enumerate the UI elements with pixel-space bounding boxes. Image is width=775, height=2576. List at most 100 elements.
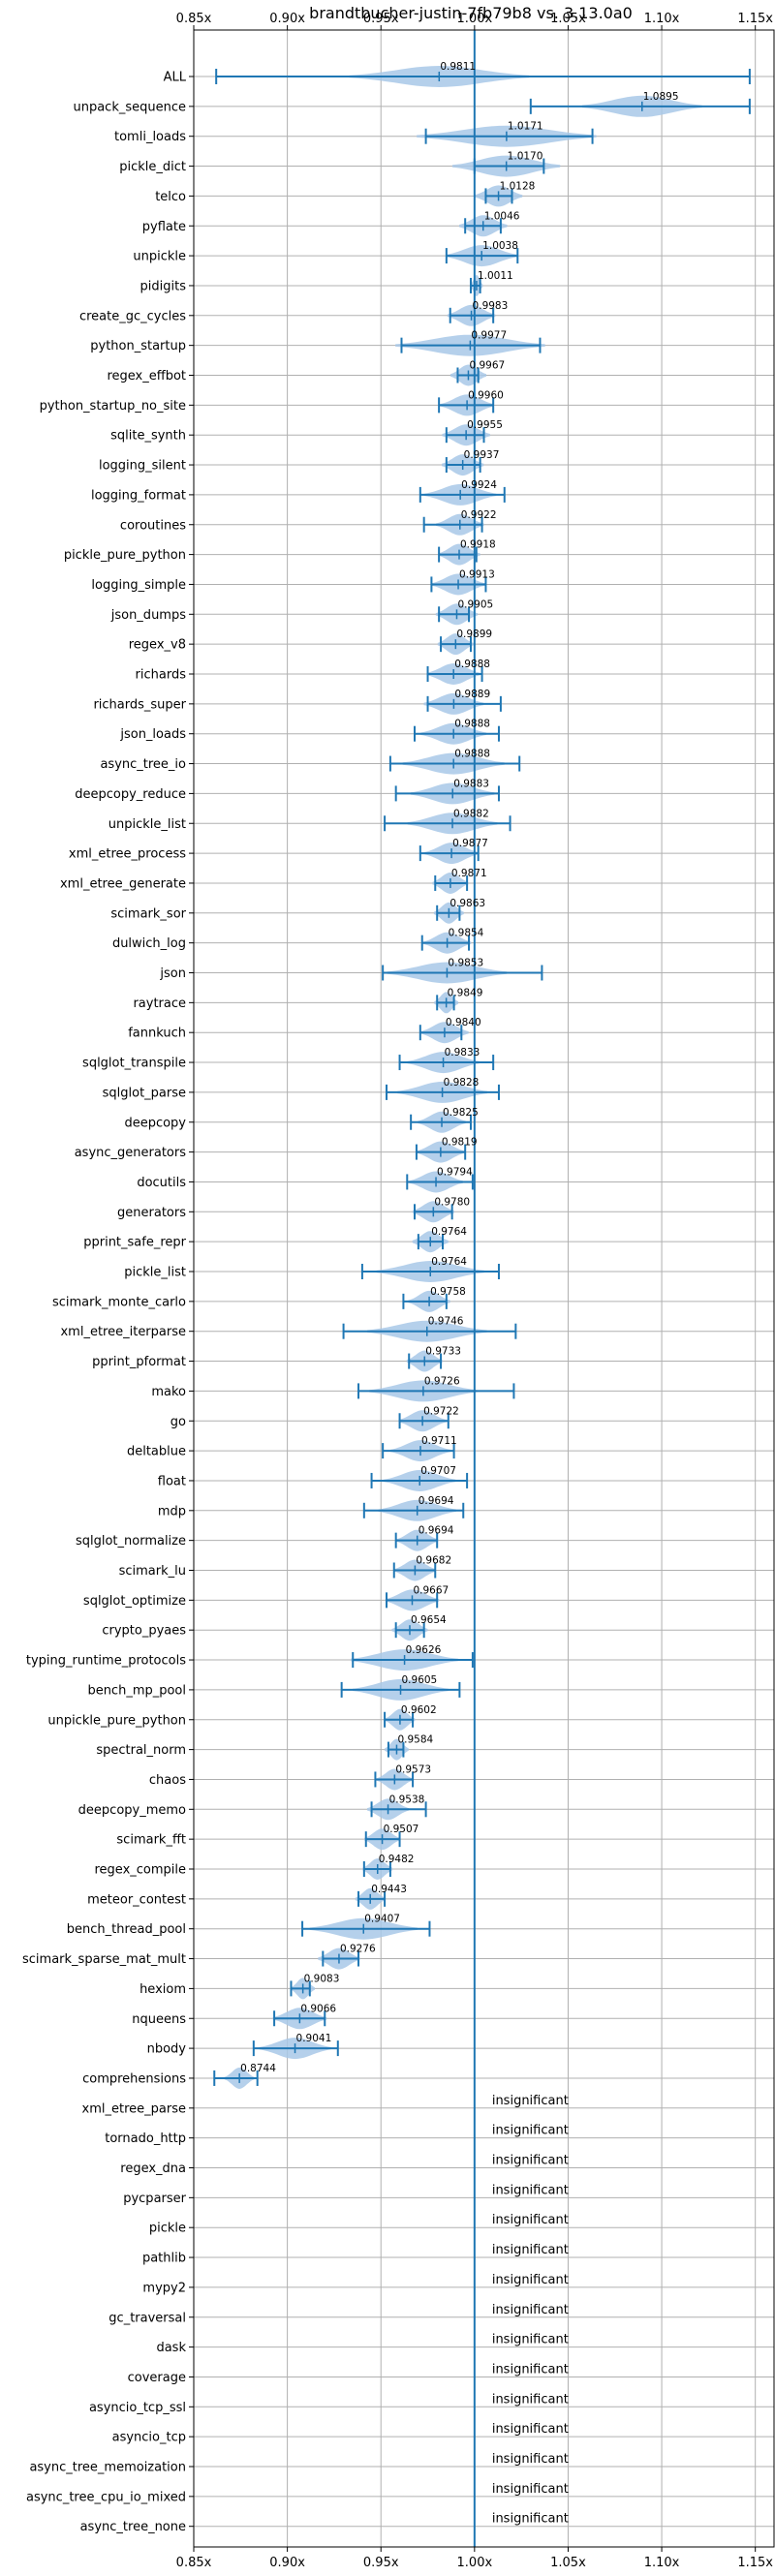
benchmark-label: richards: [136, 668, 187, 683]
x-tick-label-bottom: 1.15x: [737, 2556, 773, 2570]
value-label: 0.9682: [416, 1555, 451, 1567]
value-label: 0.9853: [448, 958, 483, 969]
value-label: 0.9828: [444, 1077, 480, 1089]
value-label: 0.9407: [364, 1914, 400, 1925]
value-label: 0.9746: [428, 1316, 464, 1328]
value-label: 0.9918: [460, 539, 496, 551]
x-tick-label-top: 0.95x: [363, 12, 399, 26]
benchmark-label: deepcopy: [124, 1116, 186, 1130]
benchmark-label: docutils: [137, 1176, 186, 1190]
benchmark-label: xml_etree_parse: [82, 2101, 186, 2116]
value-label: 0.9888: [454, 749, 490, 760]
benchmark-label: sqlglot_parse: [103, 1086, 186, 1100]
x-tick-label-top: 1.05x: [550, 12, 586, 26]
benchmark-label: unpickle_list: [108, 817, 186, 832]
value-label: 0.8744: [240, 2063, 276, 2074]
benchmark-label: scimark_lu: [119, 1564, 186, 1579]
benchmark-label: regex_compile: [94, 1863, 186, 1878]
insignificant-label: insignificant: [492, 2213, 569, 2227]
benchmark-label: pickle_dict: [119, 160, 186, 174]
value-label: 0.9654: [411, 1614, 447, 1626]
insignificant-label: insignificant: [492, 2124, 569, 2138]
value-label: 0.9722: [423, 1405, 459, 1417]
benchmark-label: go: [170, 1415, 186, 1429]
value-label: 0.9889: [454, 689, 490, 700]
benchmark-label: pickle_pure_python: [64, 548, 186, 563]
benchmark-label: bench_thread_pool: [67, 1922, 186, 1937]
value-label: 0.9041: [296, 2033, 332, 2044]
benchmark-label: create_gc_cycles: [79, 309, 186, 323]
value-label: 0.9882: [453, 808, 489, 819]
benchmark-label: hexiom: [140, 1982, 186, 1997]
benchmark-label: python_startup: [90, 339, 186, 353]
value-label: 0.9833: [445, 1047, 480, 1058]
benchmark-label: mypy2: [142, 2281, 186, 2295]
insignificant-label: insignificant: [492, 2243, 569, 2257]
benchmark-label: sqlglot_optimize: [83, 1594, 186, 1609]
value-label: 0.9840: [446, 1017, 481, 1028]
benchmark-label: float: [158, 1474, 186, 1488]
value-label: 0.9863: [450, 898, 485, 909]
benchmark-label: pycparser: [123, 2192, 186, 2206]
benchmark-label: mdp: [158, 1504, 186, 1518]
x-tick-label-bottom: 0.85x: [176, 2556, 212, 2570]
value-label: 0.9960: [468, 389, 504, 401]
benchmark-label: async_tree_cpu_io_mixed: [26, 2490, 186, 2504]
benchmark-label: telco: [155, 190, 186, 204]
value-label: 0.9573: [395, 1763, 431, 1775]
value-label: 0.9764: [431, 1226, 467, 1238]
value-label: 1.0128: [500, 180, 536, 192]
value-label: 0.9694: [418, 1495, 454, 1507]
benchmark-label: nqueens: [132, 2012, 186, 2027]
value-label: 0.9811: [440, 61, 476, 73]
value-label: 0.9905: [457, 598, 493, 610]
insignificant-label: insignificant: [492, 2273, 569, 2287]
benchmark-label: meteor_contest: [87, 1892, 186, 1907]
value-label: 0.9977: [471, 330, 507, 342]
x-tick-label-top: 0.85x: [176, 12, 212, 26]
label-layer: ALL unpack_sequence tomli_loads pickle_dict…: [22, 61, 679, 2534]
value-label: 0.9913: [459, 568, 495, 580]
value-label: 0.9780: [434, 1196, 470, 1208]
insignificant-label: insignificant: [492, 2482, 569, 2497]
benchmark-label: regex_dna: [120, 2162, 186, 2176]
benchmark-label: scimark_sor: [110, 906, 186, 921]
value-label: 0.9758: [430, 1286, 466, 1298]
value-label: 0.9711: [421, 1435, 457, 1447]
benchmark-label: chaos: [149, 1773, 186, 1788]
insignificant-label: insignificant: [492, 2512, 569, 2527]
benchmark-label: dulwich_log: [112, 936, 186, 951]
errorbar-layer: [213, 69, 751, 2086]
value-label: 0.9764: [431, 1256, 467, 1268]
benchmark-label: pprint_safe_repr: [83, 1236, 186, 1250]
value-label: 0.9605: [402, 1674, 438, 1686]
benchmark-label: xml_etree_generate: [60, 876, 186, 891]
benchmark-label: async_generators: [75, 1146, 187, 1160]
value-label: 0.9825: [443, 1107, 479, 1119]
value-label: 0.9066: [300, 2003, 336, 2014]
value-label: 0.9871: [451, 868, 487, 879]
benchmark-label: dask: [156, 2341, 186, 2355]
benchmark-label: richards_super: [93, 697, 186, 712]
value-label: 1.0895: [643, 91, 679, 103]
benchmark-label: ALL: [164, 71, 187, 85]
x-tick-label-bottom: 0.90x: [269, 2556, 305, 2570]
benchmark-label: asyncio_tcp_ssl: [89, 2401, 186, 2415]
benchmark-label: crypto_pyaes: [102, 1624, 186, 1639]
benchmark-label: unpickle_pure_python: [47, 1713, 186, 1728]
benchmark-label: async_tree_io: [100, 757, 186, 772]
value-label: 0.9794: [437, 1166, 473, 1178]
value-label: 0.9877: [452, 838, 488, 849]
benchmark-label: pidigits: [140, 279, 187, 293]
benchmark-label: spectral_norm: [96, 1743, 186, 1758]
value-label: 1.0170: [508, 151, 543, 163]
value-label: 0.9819: [442, 1137, 478, 1149]
x-tick-label-top: 1.00x: [457, 12, 493, 26]
benchmark-label: pickle_list: [124, 1266, 186, 1280]
benchmark-label: raytrace: [133, 997, 186, 1011]
x-tick-label-bottom: 1.10x: [644, 2556, 680, 2570]
insignificant-label: insignificant: [492, 2333, 569, 2347]
value-label: 0.9967: [469, 360, 505, 372]
value-label: 0.9602: [401, 1704, 437, 1716]
value-label: 1.0038: [482, 240, 518, 252]
